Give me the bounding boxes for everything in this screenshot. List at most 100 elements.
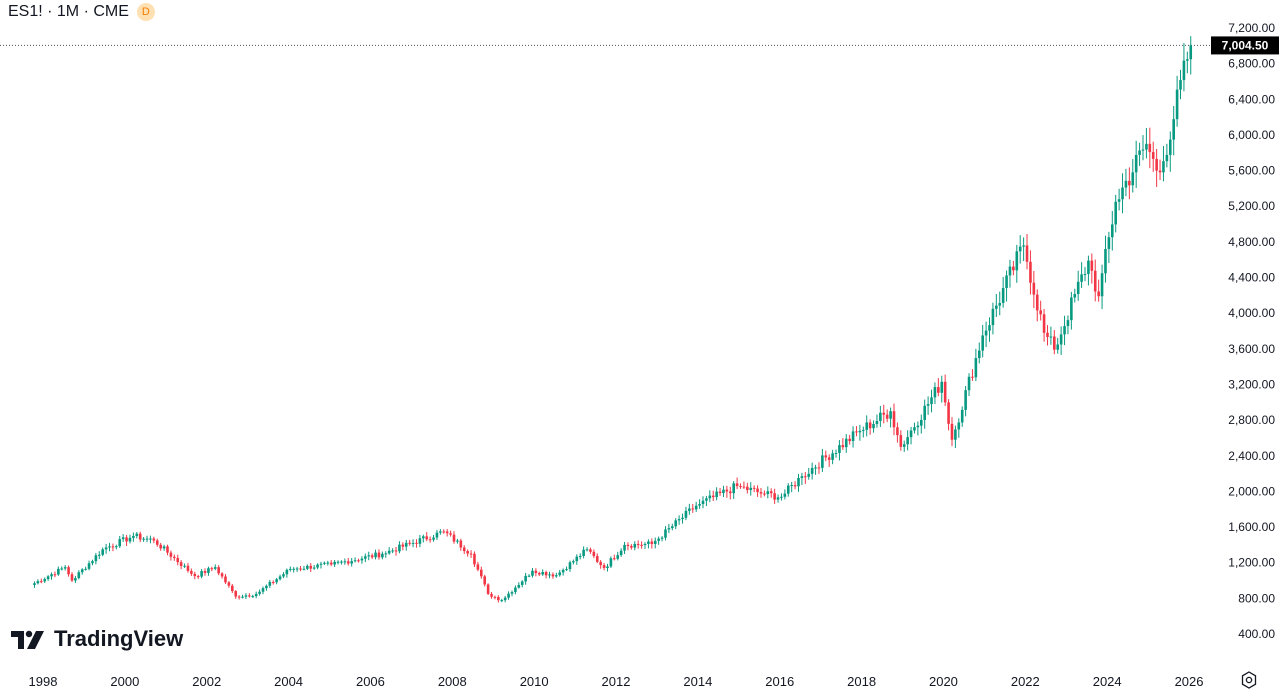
candle-body (1145, 143, 1148, 150)
candle-body (1063, 326, 1066, 335)
candle-body (169, 552, 173, 557)
candle-body (1155, 158, 1158, 171)
candle-body (411, 542, 415, 544)
candle-body (810, 467, 814, 474)
candle-body (381, 553, 384, 558)
candle-body (370, 555, 374, 558)
candle-body (70, 574, 74, 581)
candle-body (268, 581, 272, 586)
candle-body (756, 488, 759, 493)
candle-body (1117, 199, 1121, 202)
candle-body (53, 574, 57, 576)
candle-body (101, 549, 104, 555)
candle-body (1131, 172, 1135, 186)
candle-body (353, 560, 357, 562)
candle-body (636, 543, 640, 545)
candle-body (333, 561, 336, 565)
candle-body (57, 568, 60, 575)
candle-body (336, 561, 340, 563)
candle-body (1134, 154, 1138, 173)
candle-body (1175, 89, 1179, 120)
candle-body (203, 571, 207, 573)
candle-body (469, 553, 473, 555)
candle-body (234, 591, 238, 597)
candle-body (841, 445, 845, 448)
candle-body (995, 305, 998, 309)
y-tick-label: 5,200.00 (1228, 199, 1275, 213)
candle-body (517, 584, 521, 588)
candle-body (643, 543, 647, 546)
y-tick-label: 3,600.00 (1228, 342, 1275, 356)
y-tick-label: 6,400.00 (1228, 92, 1275, 106)
candle-body (670, 526, 674, 529)
candle-body (653, 540, 657, 544)
candle-body (217, 567, 220, 574)
candle-body (851, 431, 855, 442)
candle-body (432, 537, 435, 540)
candle-body (1124, 180, 1128, 188)
candle-body (128, 537, 132, 542)
y-tick-label: 3,200.00 (1228, 377, 1275, 391)
candle-body (251, 596, 255, 598)
candle-body (149, 538, 152, 540)
settings-icon[interactable] (1239, 670, 1259, 690)
delay-badge[interactable]: D (136, 3, 155, 21)
candle-body (367, 555, 371, 557)
candle-body (159, 544, 162, 549)
candle-body (275, 579, 278, 583)
candle-body (1090, 260, 1094, 271)
candle-body (261, 588, 265, 592)
candle-body (357, 560, 360, 562)
candle-body (681, 517, 684, 520)
candle-body (780, 496, 783, 498)
candle-body (551, 574, 555, 577)
candle-body (537, 573, 541, 575)
candle-body (1168, 139, 1172, 155)
candle-body (50, 574, 53, 577)
candle-body (701, 500, 705, 505)
candle-body (67, 567, 70, 575)
candle-body (906, 437, 909, 445)
candle-body (838, 445, 841, 454)
candle-body (1015, 251, 1019, 271)
candle-body (688, 508, 691, 511)
symbol-header[interactable]: ES1! · 1M · CME D (8, 3, 155, 21)
candle-body (1110, 224, 1114, 238)
candle-body (606, 566, 609, 569)
candle-body (991, 308, 995, 326)
tradingview-logo[interactable]: TradingView (10, 626, 183, 652)
candle-body (503, 597, 507, 601)
x-tick-label: 2004 (274, 674, 303, 689)
candle-body (404, 542, 408, 547)
price-axis[interactable]: 400.00 800.00 1,200.00 1,600.00 2,000.00 2,40… (1228, 21, 1275, 641)
time-axis[interactable]: 1998 2000 2002 2004 2006 2008 2010 2012 2014 2016… (29, 674, 1204, 689)
candle-body (885, 414, 889, 419)
candle-body (773, 493, 776, 500)
candle-body (1100, 273, 1104, 297)
y-tick-label: 2,800.00 (1228, 413, 1275, 427)
candle-body (783, 493, 787, 497)
candle-body (1148, 143, 1152, 153)
candle-body (640, 544, 643, 546)
candle-body (923, 405, 927, 420)
candle-body (391, 550, 394, 552)
candle-body (582, 549, 585, 557)
candle-body (1042, 314, 1046, 333)
candle-body (278, 576, 282, 580)
candle-body (254, 593, 258, 597)
candle-body (490, 593, 493, 597)
x-tick-label: 2022 (1011, 674, 1040, 689)
candle-body (408, 542, 411, 544)
symbol-title[interactable]: ES1! · 1M · CME (8, 3, 129, 20)
candle-body (674, 520, 678, 527)
y-tick-label: 4,800.00 (1228, 235, 1275, 249)
candle-body (534, 570, 538, 574)
candle-body (108, 546, 111, 548)
candle-body (43, 579, 47, 582)
x-tick-label: 2024 (1093, 674, 1122, 689)
candle-body (524, 575, 527, 582)
candle-body (814, 467, 817, 469)
y-tick-label: 6,000.00 (1228, 128, 1275, 142)
x-tick-label: 2020 (929, 674, 958, 689)
